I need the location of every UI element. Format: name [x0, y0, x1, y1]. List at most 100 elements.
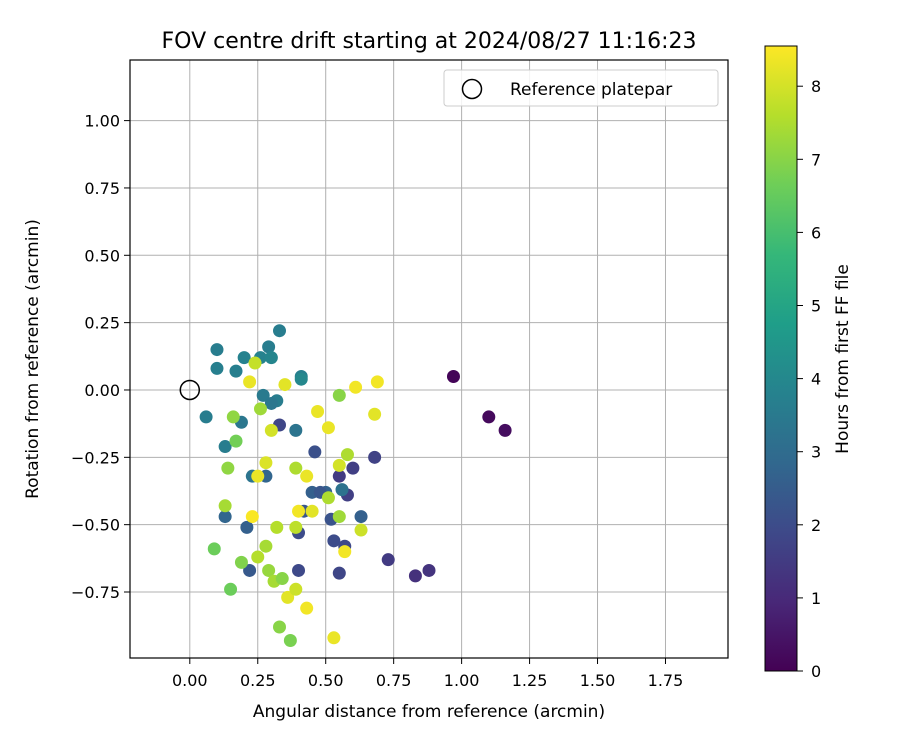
data-point: [281, 590, 295, 604]
data-point: [368, 407, 382, 421]
y-axis-label: Rotation from reference (arcmin): [23, 219, 43, 499]
x-tick-label: 0.00: [172, 671, 208, 690]
data-point: [354, 523, 368, 537]
data-point: [332, 469, 346, 483]
x-tick-label: 1.50: [580, 671, 616, 690]
data-point: [292, 504, 306, 518]
data-point: [332, 388, 346, 402]
colorbar-tick-label: 4: [811, 370, 821, 389]
data-point: [368, 450, 382, 464]
x-axis-label: Angular distance from reference (arcmin): [253, 702, 605, 722]
data-point: [292, 563, 306, 577]
axis-ticks: 0.00 0.25 0.50 0.75 1.00 1.25 1.50 1.75 −0.75 −0.…: [71, 112, 683, 690]
y-tick-label: 1.00: [84, 112, 120, 131]
data-point: [346, 461, 360, 475]
data-point: [311, 405, 325, 419]
colorbar-ticks: 0 1 2 3 4 5 6 7 8: [797, 77, 821, 681]
data-point: [248, 356, 262, 370]
data-point: [305, 504, 319, 518]
colorbar-tick-label: 2: [811, 516, 821, 535]
data-point: [240, 520, 254, 534]
data-point: [210, 361, 224, 375]
data-point: [259, 456, 273, 470]
colorbar-tick-label: 5: [811, 297, 821, 316]
y-tick-label: 0.75: [84, 179, 120, 198]
plot-frame: [129, 59, 729, 659]
data-point: [327, 534, 341, 548]
data-point: [210, 343, 224, 357]
data-point: [381, 553, 395, 567]
data-point: [264, 351, 278, 365]
data-point: [259, 539, 273, 553]
data-point: [221, 461, 235, 475]
data-point: [283, 633, 297, 647]
legend: Reference platepar: [443, 69, 719, 107]
chart-title: FOV centre drift starting at 2024/08/27 …: [162, 29, 697, 54]
data-point: [262, 340, 276, 354]
data-point: [335, 483, 349, 497]
colorbar-gradient: [764, 45, 798, 672]
data-point: [264, 423, 278, 437]
colorbar-tick-label: 8: [811, 77, 821, 96]
colorbar-tick-label: 1: [811, 589, 821, 608]
data-point: [332, 510, 346, 524]
data-point: [251, 469, 265, 483]
data-point: [498, 423, 512, 437]
data-point: [294, 372, 308, 386]
colorbar-tick-label: 3: [811, 443, 821, 462]
reference-platepar-marker: [179, 379, 201, 401]
data-point: [218, 510, 232, 524]
data-point: [349, 380, 363, 394]
colorbar-tick-label: 0: [811, 662, 821, 681]
data-point: [308, 445, 322, 459]
data-point: [262, 563, 276, 577]
grid: [130, 60, 728, 658]
data-point: [218, 499, 232, 513]
data-point: [482, 410, 496, 424]
y-tick-label: −0.50: [71, 516, 120, 535]
x-tick-label: 0.75: [376, 671, 412, 690]
data-point: [229, 434, 243, 448]
data-point: [289, 582, 303, 596]
y-tick-label: 0.25: [84, 314, 120, 333]
data-point: [234, 555, 248, 569]
data-point: [408, 569, 422, 583]
data-point: [300, 469, 314, 483]
data-point: [207, 542, 221, 556]
x-tick-label: 1.25: [512, 671, 548, 690]
x-tick-label: 0.25: [240, 671, 276, 690]
data-point: [251, 550, 265, 564]
data-point: [237, 351, 251, 365]
y-tick-label: −0.25: [71, 448, 120, 467]
data-point: [354, 510, 368, 524]
data-point: [199, 410, 213, 424]
data-point: [300, 601, 314, 615]
data-point: [446, 370, 460, 384]
colorbar-tick-label: 6: [811, 223, 821, 242]
data-point: [321, 491, 335, 505]
data-point: [332, 458, 346, 472]
data-point: [218, 440, 232, 454]
data-point: [245, 510, 259, 524]
plot-area: [130, 60, 728, 658]
data-point: [256, 388, 270, 402]
data-point: [289, 423, 303, 437]
x-tick-label: 1.75: [648, 671, 684, 690]
data-points: [199, 324, 512, 647]
colorbar-label: Hours from first FF file: [833, 264, 853, 454]
data-point: [422, 563, 436, 577]
legend-box: [443, 69, 719, 107]
data-point: [226, 410, 240, 424]
data-point: [321, 421, 335, 435]
data-point: [340, 448, 354, 462]
data-point: [289, 461, 303, 475]
data-point: [338, 545, 352, 559]
data-point: [273, 620, 286, 634]
y-tick-label: −0.75: [71, 583, 120, 602]
data-point: [327, 631, 341, 645]
data-point: [253, 402, 267, 416]
data-point: [275, 572, 289, 586]
data-point: [270, 520, 284, 534]
reference-marker-group: [179, 379, 201, 401]
data-point: [243, 375, 257, 389]
